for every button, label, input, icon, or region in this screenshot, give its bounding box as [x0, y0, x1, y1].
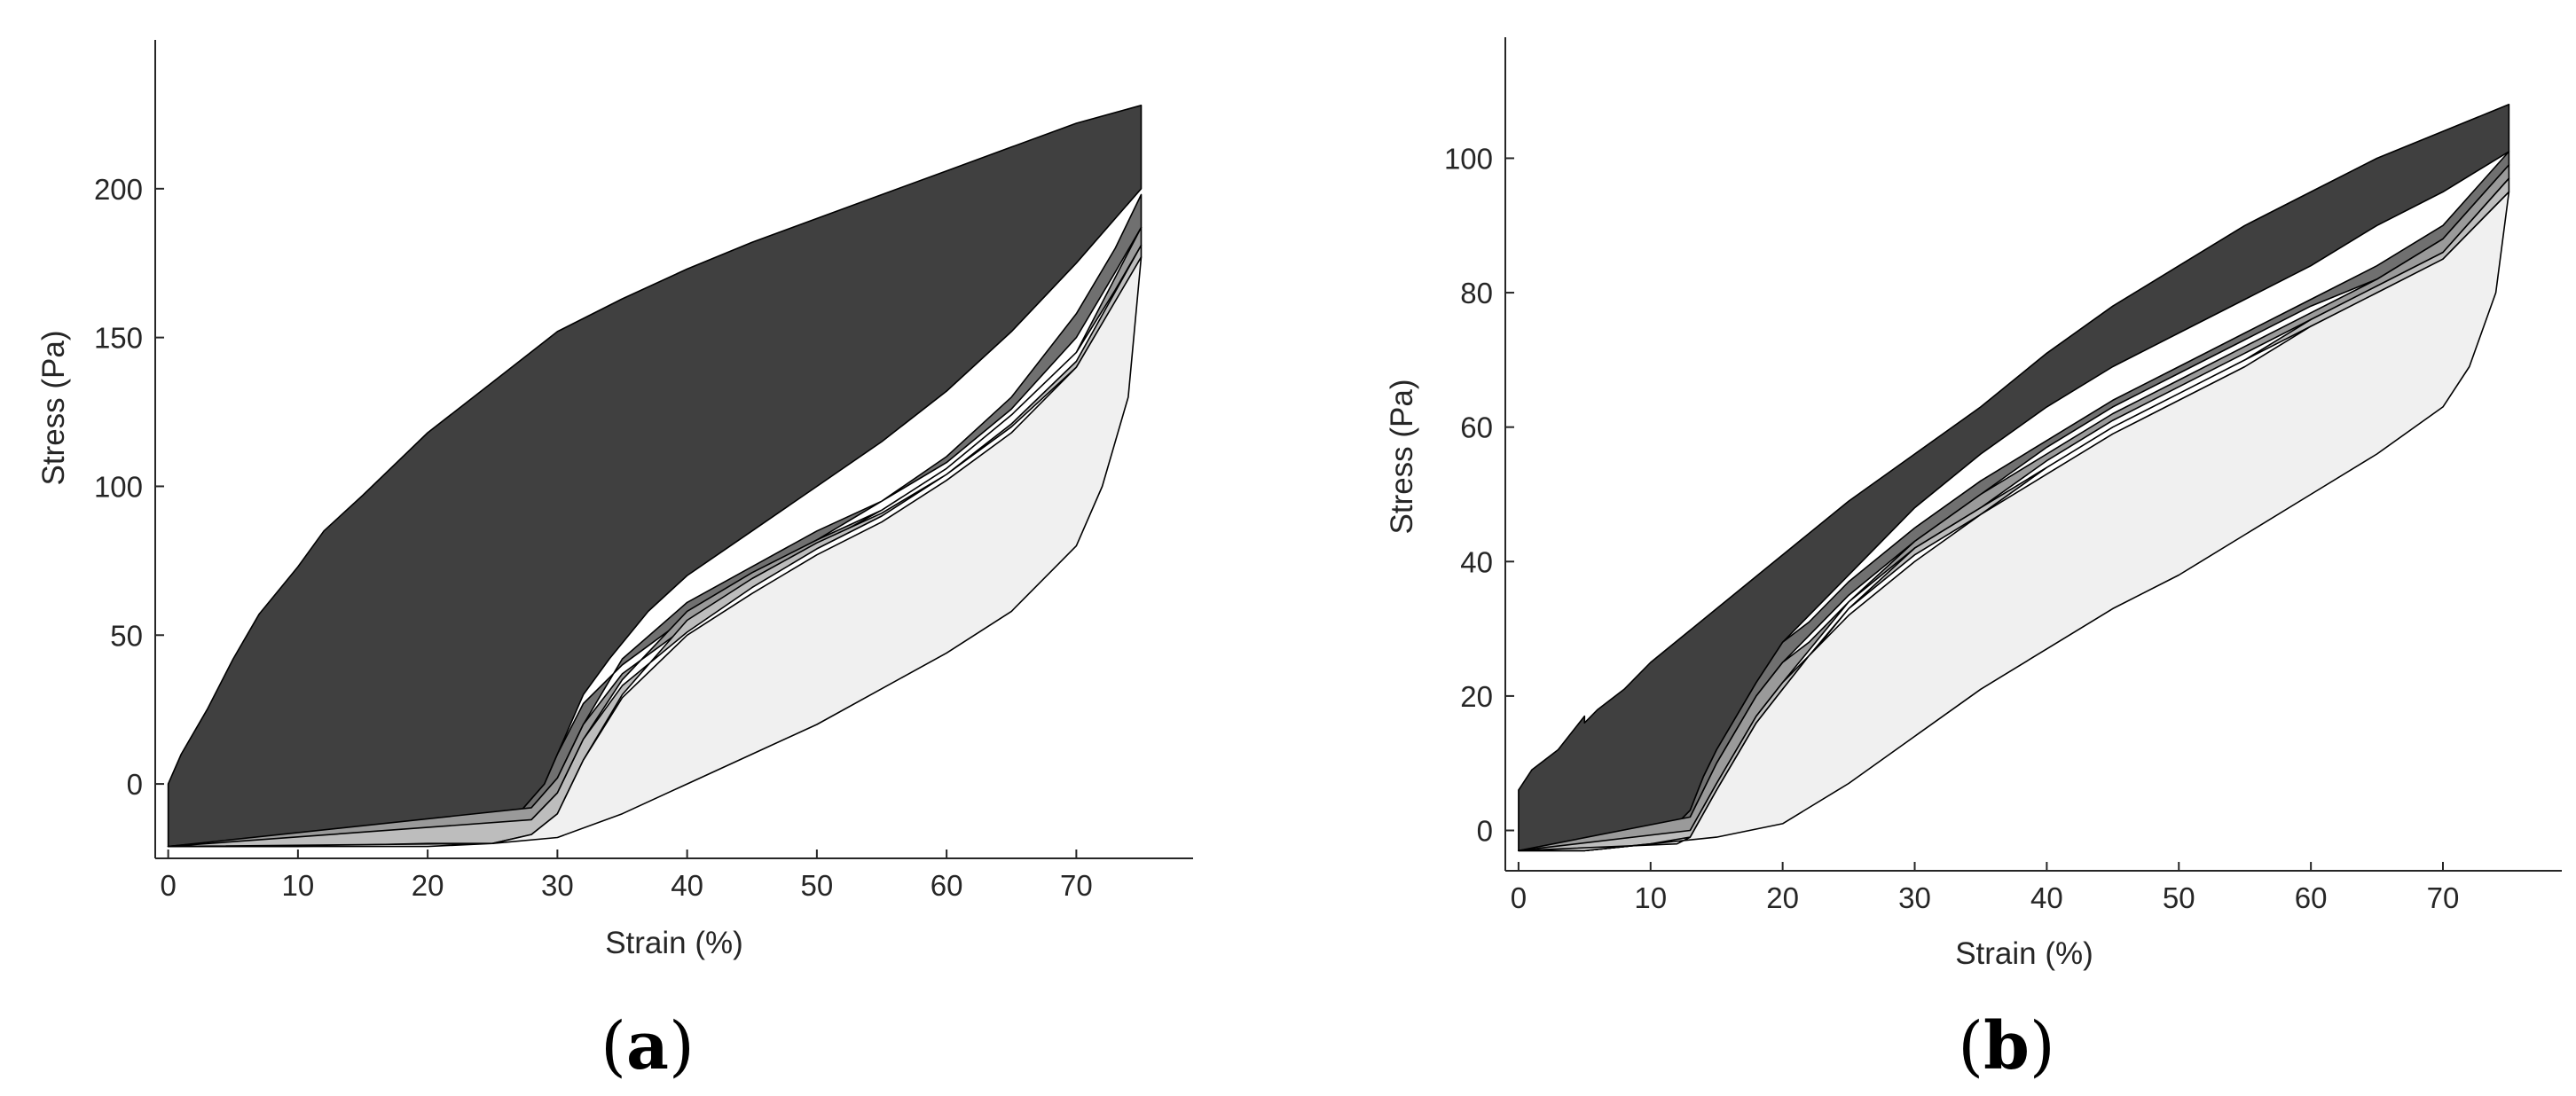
hysteresis-loops-b	[1518, 104, 2510, 852]
x-tick-label-b: 10	[1634, 881, 1667, 914]
y-ticks-b: 0 20 40 60 80 100	[1444, 142, 1514, 848]
x-tick-label-b: 0	[1511, 881, 1527, 914]
y-tick-label-a: 0	[127, 768, 143, 801]
hysteresis-loops-a	[167, 105, 1143, 848]
x-tick-label-b: 50	[2163, 881, 2195, 914]
x-tick-label-a: 60	[931, 869, 963, 902]
hysteresis-loop-5-b	[1518, 191, 2510, 852]
x-axis-label-a: Strain (%)	[605, 926, 743, 960]
x-tick-label-a: 20	[412, 869, 444, 902]
x-tick-label-b: 20	[1766, 881, 1799, 914]
y-axis-label-a: Stress (Pa)	[36, 330, 71, 485]
y-tick-label-b: 40	[1460, 545, 1493, 578]
x-ticks-b: 0 10 20 30 40 50 60 70	[1511, 862, 2460, 914]
axes-b: 0 10 20 30 40 50 60 70 0 20 40 60 80 100	[1444, 37, 2562, 914]
panel-label-b: (b)	[1958, 1008, 2055, 1084]
x-tick-label-a: 70	[1060, 869, 1093, 902]
y-tick-label-b: 60	[1460, 411, 1493, 444]
y-tick-label-a: 150	[94, 322, 143, 355]
x-tick-label-a: 50	[801, 869, 834, 902]
y-tick-label-a: 100	[94, 470, 143, 503]
y-tick-label-b: 80	[1460, 277, 1493, 309]
x-axis-label-b: Strain (%)	[1955, 936, 2093, 971]
y-ticks-a: 0 50 100 150 200	[94, 173, 164, 801]
y-tick-label-a: 200	[94, 173, 143, 206]
x-tick-label-b: 40	[2030, 881, 2063, 914]
y-tick-label-a: 50	[110, 619, 143, 652]
axes-a: 0 10 20 30 40 50 60 70 0 50 100 150 200	[94, 40, 1193, 902]
x-tick-label-b: 30	[1898, 881, 1931, 914]
panel-label-b-letter: b	[1983, 1008, 2030, 1084]
x-tick-label-a: 10	[282, 869, 315, 902]
x-tick-label-a: 0	[160, 869, 176, 902]
x-tick-label-a: 30	[541, 869, 574, 902]
hysteresis-loop-5-a	[167, 256, 1143, 848]
x-tick-label-b: 60	[2295, 881, 2328, 914]
y-tick-label-b: 20	[1460, 680, 1493, 713]
y-tick-label-b: 0	[1477, 815, 1493, 848]
panel-label-a: (a)	[601, 1008, 695, 1084]
panel-label-a-letter: a	[626, 1008, 669, 1084]
x-tick-label-b: 70	[2427, 881, 2460, 914]
x-tick-label-a: 40	[671, 869, 703, 902]
x-ticks-a: 0 10 20 30 40 50 60 70	[160, 849, 1093, 902]
y-axis-label-b: Stress (Pa)	[1385, 379, 1419, 534]
y-tick-label-b: 100	[1444, 142, 1493, 175]
